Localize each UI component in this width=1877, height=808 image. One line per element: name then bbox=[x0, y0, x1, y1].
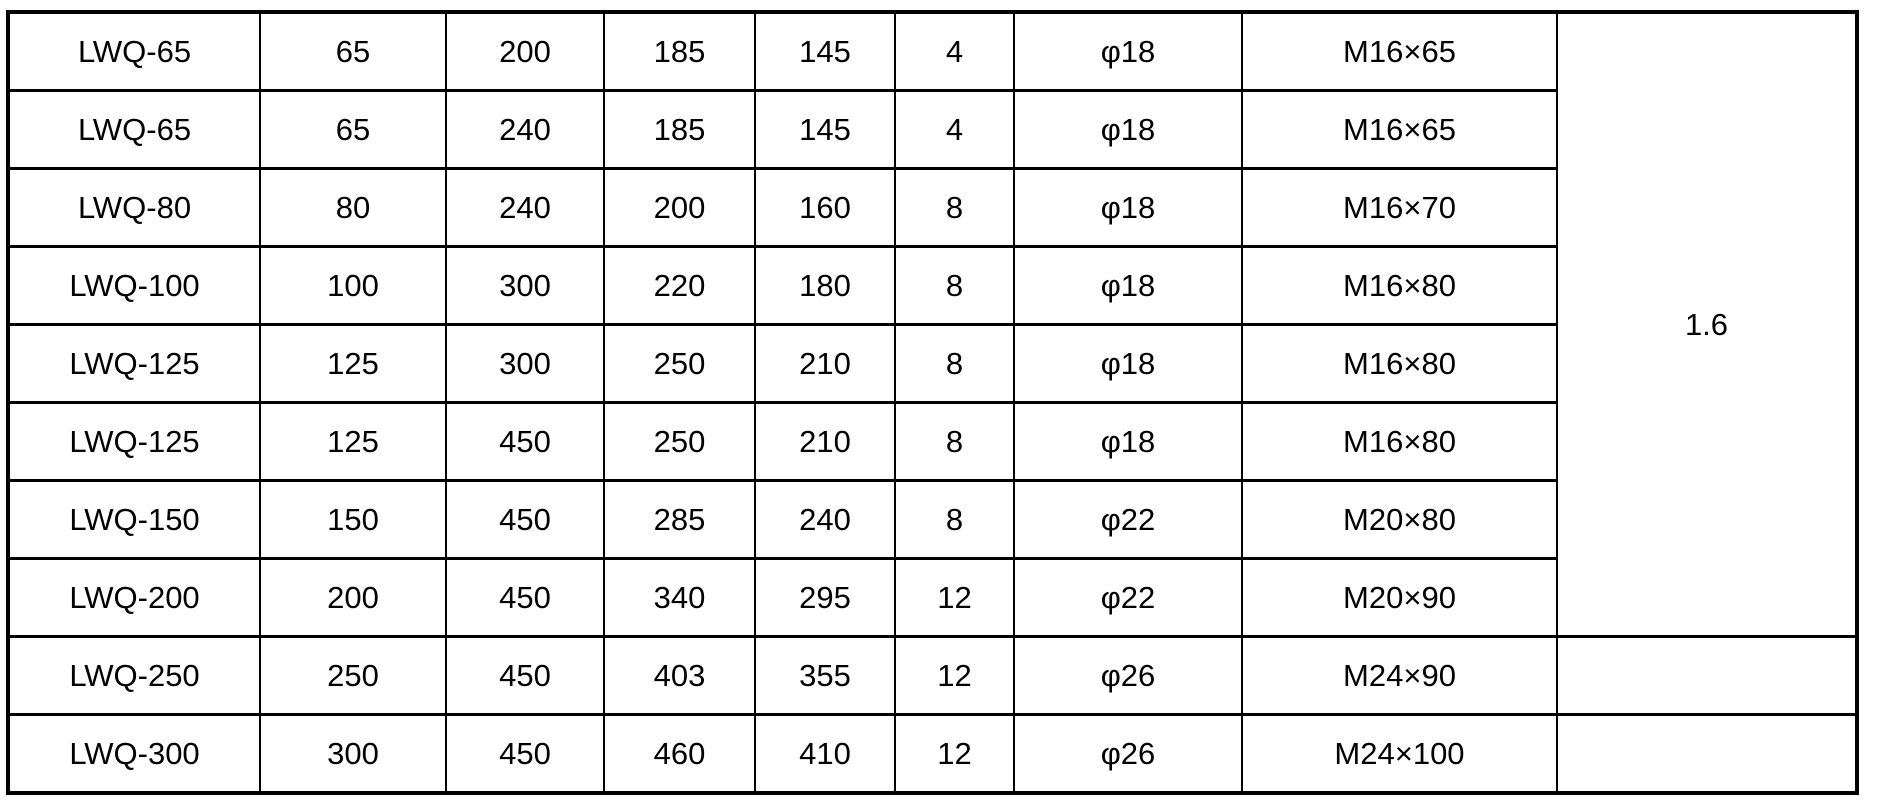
table-cell: 403 bbox=[603, 635, 756, 716]
table-cell: 8 bbox=[894, 401, 1015, 482]
table-cell: 285 bbox=[603, 479, 756, 560]
table-cell: φ18 bbox=[1013, 401, 1243, 482]
table-cell: 12 bbox=[894, 557, 1015, 638]
table-row: LWQ-65 65 200 185 145 4 φ18 M16×65 1.6 bbox=[7, 10, 1858, 638]
table-cell: φ18 bbox=[1013, 89, 1243, 170]
table-cell: 4 bbox=[894, 10, 1015, 92]
table-cell: 125 bbox=[259, 323, 447, 404]
table-cell-empty bbox=[1556, 713, 1858, 795]
table-cell: 12 bbox=[894, 713, 1015, 795]
table-cell: 450 bbox=[445, 635, 605, 716]
table-row: LWQ-150 150 450 285 240 8 φ22 M20×80 bbox=[7, 479, 1857, 560]
table-cell-model: LWQ-100 bbox=[7, 245, 261, 326]
table-cell: 450 bbox=[445, 557, 605, 638]
table-cell: 450 bbox=[445, 479, 605, 560]
table-cell: 340 bbox=[603, 557, 756, 638]
table-cell: 355 bbox=[754, 635, 896, 716]
table-cell: 100 bbox=[259, 245, 447, 326]
table-cell: 250 bbox=[603, 401, 756, 482]
table-cell-model: LWQ-300 bbox=[7, 713, 261, 795]
table-cell: M24×100 bbox=[1241, 713, 1558, 795]
table-row: LWQ-100 100 300 220 180 8 φ18 M16×80 bbox=[7, 245, 1857, 326]
table-cell-model: LWQ-125 bbox=[7, 401, 261, 482]
table-cell: 450 bbox=[445, 401, 605, 482]
table-cell: 460 bbox=[603, 713, 756, 795]
table-cell-empty bbox=[1556, 635, 1858, 716]
table-cell: M16×65 bbox=[1241, 10, 1558, 92]
table-cell: 200 bbox=[603, 167, 756, 248]
table-cell: M16×80 bbox=[1241, 401, 1558, 482]
table-cell: 185 bbox=[603, 89, 756, 170]
table-row: LWQ-250 250 450 403 355 12 φ26 M24×90 bbox=[7, 635, 1858, 716]
table-cell: 240 bbox=[445, 167, 605, 248]
table-cell: φ22 bbox=[1013, 479, 1243, 560]
table-cell: 295 bbox=[754, 557, 896, 638]
table-cell: 160 bbox=[754, 167, 896, 248]
table-cell: φ26 bbox=[1013, 713, 1243, 795]
table-cell: 8 bbox=[894, 167, 1015, 248]
table-cell: φ18 bbox=[1013, 323, 1243, 404]
table-cell: 200 bbox=[445, 10, 605, 92]
table-cell: 145 bbox=[754, 89, 896, 170]
table-cell: 210 bbox=[754, 401, 896, 482]
spec-table: LWQ-65 65 200 185 145 4 φ18 M16×65 1.6 L… bbox=[6, 10, 1859, 795]
table-cell: 8 bbox=[894, 479, 1015, 560]
table-cell: M20×80 bbox=[1241, 479, 1558, 560]
table-cell-model: LWQ-65 bbox=[7, 89, 261, 170]
table-row: LWQ-80 80 240 200 160 8 φ18 M16×70 bbox=[7, 167, 1857, 248]
table-cell: φ18 bbox=[1013, 245, 1243, 326]
table-cell: 12 bbox=[894, 635, 1015, 716]
table-cell: 150 bbox=[259, 479, 447, 560]
table-row: LWQ-200 200 450 340 295 12 φ22 M20×90 bbox=[7, 557, 1857, 638]
table-cell: φ22 bbox=[1013, 557, 1243, 638]
table-cell: 450 bbox=[445, 713, 605, 795]
table-row: LWQ-300 300 450 460 410 12 φ26 M24×100 bbox=[7, 713, 1858, 795]
table-row: LWQ-65 65 240 185 145 4 φ18 M16×65 bbox=[7, 89, 1857, 170]
table-cell: M16×80 bbox=[1241, 245, 1558, 326]
table-cell: φ18 bbox=[1013, 10, 1243, 92]
table-cell: 65 bbox=[259, 89, 447, 170]
table-cell: 180 bbox=[754, 245, 896, 326]
table-cell: 185 bbox=[603, 10, 756, 92]
table-cell: 125 bbox=[259, 401, 447, 482]
table-cell: 8 bbox=[894, 323, 1015, 404]
table-cell: 200 bbox=[259, 557, 447, 638]
table-cell: 300 bbox=[445, 245, 605, 326]
table-cell: 410 bbox=[754, 713, 896, 795]
table-cell: M16×65 bbox=[1241, 89, 1558, 170]
table-cell: M20×90 bbox=[1241, 557, 1558, 638]
table-cell-model: LWQ-200 bbox=[7, 557, 261, 638]
table-row: LWQ-125 125 450 250 210 8 φ18 M16×80 bbox=[7, 401, 1857, 482]
table-cell: 145 bbox=[754, 10, 896, 92]
table-cell-model: LWQ-65 bbox=[7, 10, 261, 92]
table-cell: 240 bbox=[754, 479, 896, 560]
table-cell-model: LWQ-150 bbox=[7, 479, 261, 560]
table-cell: φ18 bbox=[1013, 167, 1243, 248]
table-cell: 210 bbox=[754, 323, 896, 404]
table-cell: M16×80 bbox=[1241, 323, 1558, 404]
table-cell: M16×70 bbox=[1241, 167, 1558, 248]
table-cell: φ26 bbox=[1013, 635, 1243, 716]
table-cell: 250 bbox=[259, 635, 447, 716]
table-cell-model: LWQ-125 bbox=[7, 323, 261, 404]
table-cell: 80 bbox=[259, 167, 447, 248]
table-cell: 300 bbox=[445, 323, 605, 404]
table-cell-model: LWQ-250 bbox=[7, 635, 261, 716]
table-cell-model: LWQ-80 bbox=[7, 167, 261, 248]
table-cell: M24×90 bbox=[1241, 635, 1558, 716]
table-cell: 4 bbox=[894, 89, 1015, 170]
table-cell: 65 bbox=[259, 10, 447, 92]
table-cell: 240 bbox=[445, 89, 605, 170]
table-cell: 220 bbox=[603, 245, 756, 326]
table-cell: 300 bbox=[259, 713, 447, 795]
table-cell: 8 bbox=[894, 245, 1015, 326]
table-cell: 250 bbox=[603, 323, 756, 404]
merged-table-cell: 1.6 bbox=[1556, 10, 1858, 638]
table-row: LWQ-125 125 300 250 210 8 φ18 M16×80 bbox=[7, 323, 1857, 404]
